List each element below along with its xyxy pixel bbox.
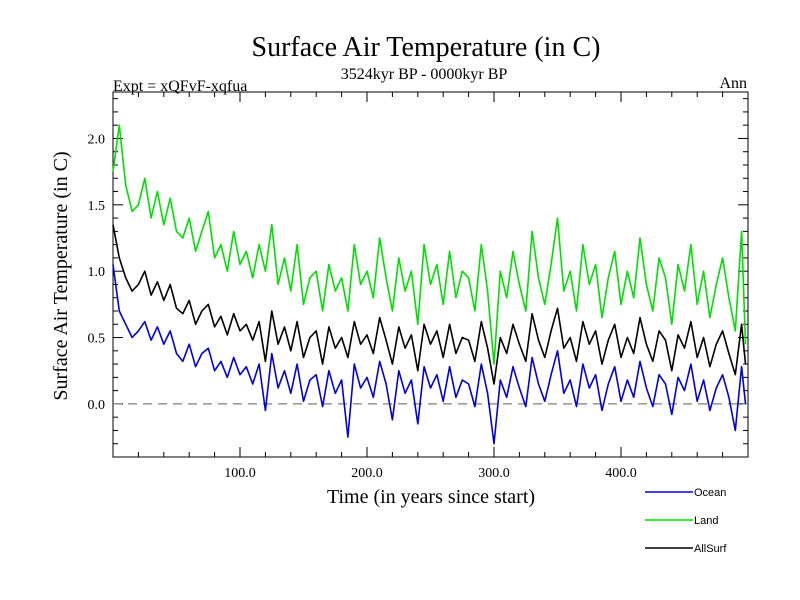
- legend-label-land: Land: [694, 515, 718, 527]
- legend: Ocean Land AllSurf: [645, 487, 727, 555]
- x-tick-label: 200.0: [351, 466, 383, 481]
- y-axis-label: Surface Air Temperature (in C): [50, 151, 72, 400]
- y-tick-label: 0.0: [88, 398, 106, 413]
- series-line-allsurf: [112, 224, 747, 385]
- chart-title: Surface Air Temperature (in C): [252, 32, 601, 63]
- expt-label: Expt = xQFvF-xqfua: [113, 78, 247, 95]
- y-tick-label: 1.5: [88, 199, 106, 214]
- x-tick-label: 300.0: [478, 466, 510, 481]
- y-tick-label: 0.5: [88, 332, 106, 347]
- axis-ticks: 100.0 200.0 300.0 400.0 0.0 0.5 1.0 1.5 2.0: [88, 92, 748, 481]
- x-axis-label: Time (in years since start): [327, 486, 535, 508]
- chart-subtitle: 3524kyr BP - 0000kyr BP: [341, 66, 508, 83]
- legend-label-allsurf: AllSurf: [694, 543, 727, 555]
- period-label: Ann: [719, 75, 747, 92]
- x-tick-label: 100.0: [224, 466, 256, 481]
- series-line-land: [112, 124, 747, 365]
- legend-label-ocean: Ocean: [694, 487, 726, 499]
- x-tick-label: 400.0: [605, 466, 637, 481]
- y-tick-label: 1.0: [88, 265, 106, 280]
- series-line-ocean: [112, 264, 747, 445]
- y-tick-label: 2.0: [88, 132, 106, 147]
- series-group: [112, 124, 747, 445]
- plot-frame: [112, 91, 749, 458]
